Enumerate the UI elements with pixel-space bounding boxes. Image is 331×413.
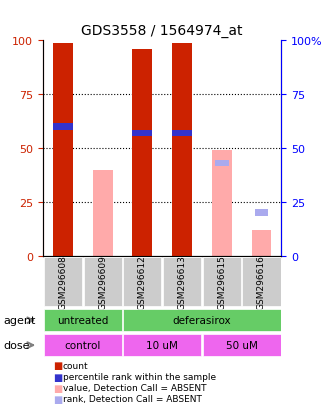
FancyBboxPatch shape — [242, 257, 281, 306]
Text: GSM296612: GSM296612 — [138, 254, 147, 309]
FancyBboxPatch shape — [44, 335, 122, 356]
Text: percentile rank within the sample: percentile rank within the sample — [63, 372, 216, 381]
Bar — [53, 43, 73, 256]
Title: GDS3558 / 1564974_at: GDS3558 / 1564974_at — [81, 24, 243, 38]
Text: GSM296616: GSM296616 — [257, 254, 266, 309]
Bar — [132, 131, 152, 137]
Text: deferasirox: deferasirox — [172, 316, 231, 325]
Text: dose: dose — [3, 340, 30, 350]
FancyBboxPatch shape — [44, 257, 82, 306]
Text: GSM296613: GSM296613 — [177, 254, 187, 309]
FancyBboxPatch shape — [203, 257, 241, 306]
Bar — [53, 124, 73, 131]
FancyBboxPatch shape — [163, 257, 201, 306]
Bar — [132, 50, 152, 256]
FancyBboxPatch shape — [44, 310, 122, 331]
Text: ■: ■ — [53, 383, 62, 393]
FancyBboxPatch shape — [123, 257, 162, 306]
FancyBboxPatch shape — [203, 335, 281, 356]
FancyBboxPatch shape — [83, 257, 122, 306]
Text: count: count — [63, 361, 88, 370]
Bar — [252, 230, 271, 256]
Text: agent: agent — [3, 316, 36, 325]
Bar — [212, 151, 232, 256]
Text: GSM296615: GSM296615 — [217, 254, 226, 309]
Text: 10 uM: 10 uM — [146, 340, 178, 350]
Text: untreated: untreated — [57, 316, 109, 325]
Text: ■: ■ — [53, 361, 62, 370]
FancyBboxPatch shape — [123, 310, 281, 331]
Text: rank, Detection Call = ABSENT: rank, Detection Call = ABSENT — [63, 394, 202, 404]
Text: GSM296609: GSM296609 — [98, 254, 107, 309]
Bar — [255, 210, 268, 216]
Text: 50 uM: 50 uM — [226, 340, 258, 350]
Bar — [93, 170, 113, 256]
Text: ■: ■ — [53, 372, 62, 382]
Bar — [215, 161, 229, 167]
Text: GSM296608: GSM296608 — [58, 254, 68, 309]
FancyBboxPatch shape — [123, 335, 201, 356]
Text: control: control — [65, 340, 101, 350]
Bar — [172, 131, 192, 137]
Text: ■: ■ — [53, 394, 62, 404]
Bar — [172, 43, 192, 256]
Text: value, Detection Call = ABSENT: value, Detection Call = ABSENT — [63, 383, 207, 392]
